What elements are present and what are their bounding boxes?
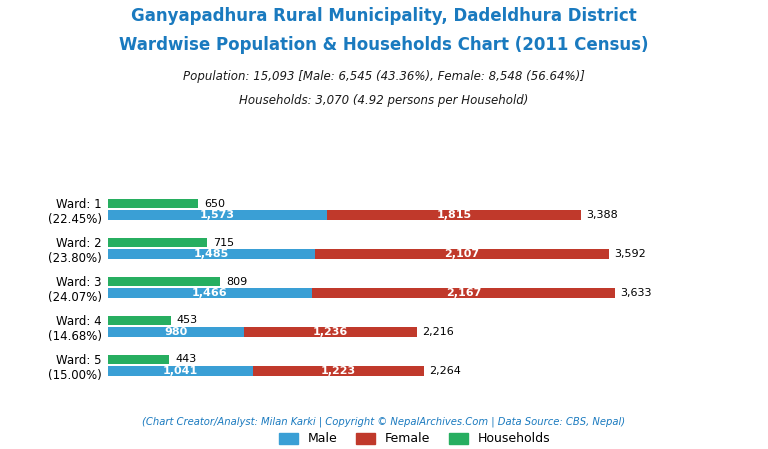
- Text: 443: 443: [175, 354, 196, 365]
- Text: 3,592: 3,592: [614, 249, 647, 259]
- Text: 3,388: 3,388: [586, 210, 618, 220]
- Text: Population: 15,093 [Male: 6,545 (43.36%), Female: 8,548 (56.64%)]: Population: 15,093 [Male: 6,545 (43.36%)…: [183, 70, 585, 83]
- Text: 1,485: 1,485: [194, 249, 229, 259]
- Text: 2,107: 2,107: [445, 249, 479, 259]
- Text: (Chart Creator/Analyst: Milan Karki | Copyright © NepalArchives.Com | Data Sourc: (Chart Creator/Analyst: Milan Karki | Co…: [142, 417, 626, 427]
- Bar: [108, 366, 253, 376]
- Text: 715: 715: [213, 238, 234, 247]
- Text: 1,466: 1,466: [192, 288, 227, 298]
- Text: 1,236: 1,236: [313, 327, 348, 337]
- Text: 809: 809: [226, 277, 247, 286]
- Bar: [108, 249, 315, 259]
- Text: Ganyapadhura Rural Municipality, Dadeldhura District: Ganyapadhura Rural Municipality, Dadeldh…: [131, 7, 637, 25]
- Legend: Male, Female, Households: Male, Female, Households: [274, 427, 555, 449]
- Bar: [108, 355, 170, 364]
- Bar: [313, 288, 615, 298]
- Text: 2,167: 2,167: [446, 288, 482, 298]
- Text: Wardwise Population & Households Chart (2011 Census): Wardwise Population & Households Chart (…: [119, 36, 649, 54]
- Bar: [108, 211, 327, 220]
- Text: 980: 980: [164, 327, 187, 337]
- Text: 2,216: 2,216: [422, 327, 455, 337]
- Text: 453: 453: [177, 316, 197, 326]
- Bar: [244, 327, 417, 337]
- Bar: [315, 249, 609, 259]
- Bar: [108, 327, 244, 337]
- Text: 2,264: 2,264: [429, 366, 461, 376]
- Text: Households: 3,070 (4.92 persons per Household): Households: 3,070 (4.92 persons per Hous…: [240, 94, 528, 107]
- Text: 1,041: 1,041: [163, 366, 198, 376]
- Text: 1,573: 1,573: [200, 210, 235, 220]
- Text: 650: 650: [204, 198, 225, 209]
- Bar: [108, 288, 313, 298]
- Bar: [253, 366, 424, 376]
- Bar: [108, 277, 220, 286]
- Bar: [108, 199, 198, 208]
- Bar: [108, 238, 207, 247]
- Bar: [108, 316, 170, 326]
- Text: 3,633: 3,633: [621, 288, 652, 298]
- Bar: [327, 211, 581, 220]
- Text: 1,815: 1,815: [436, 210, 472, 220]
- Text: 1,223: 1,223: [321, 366, 356, 376]
